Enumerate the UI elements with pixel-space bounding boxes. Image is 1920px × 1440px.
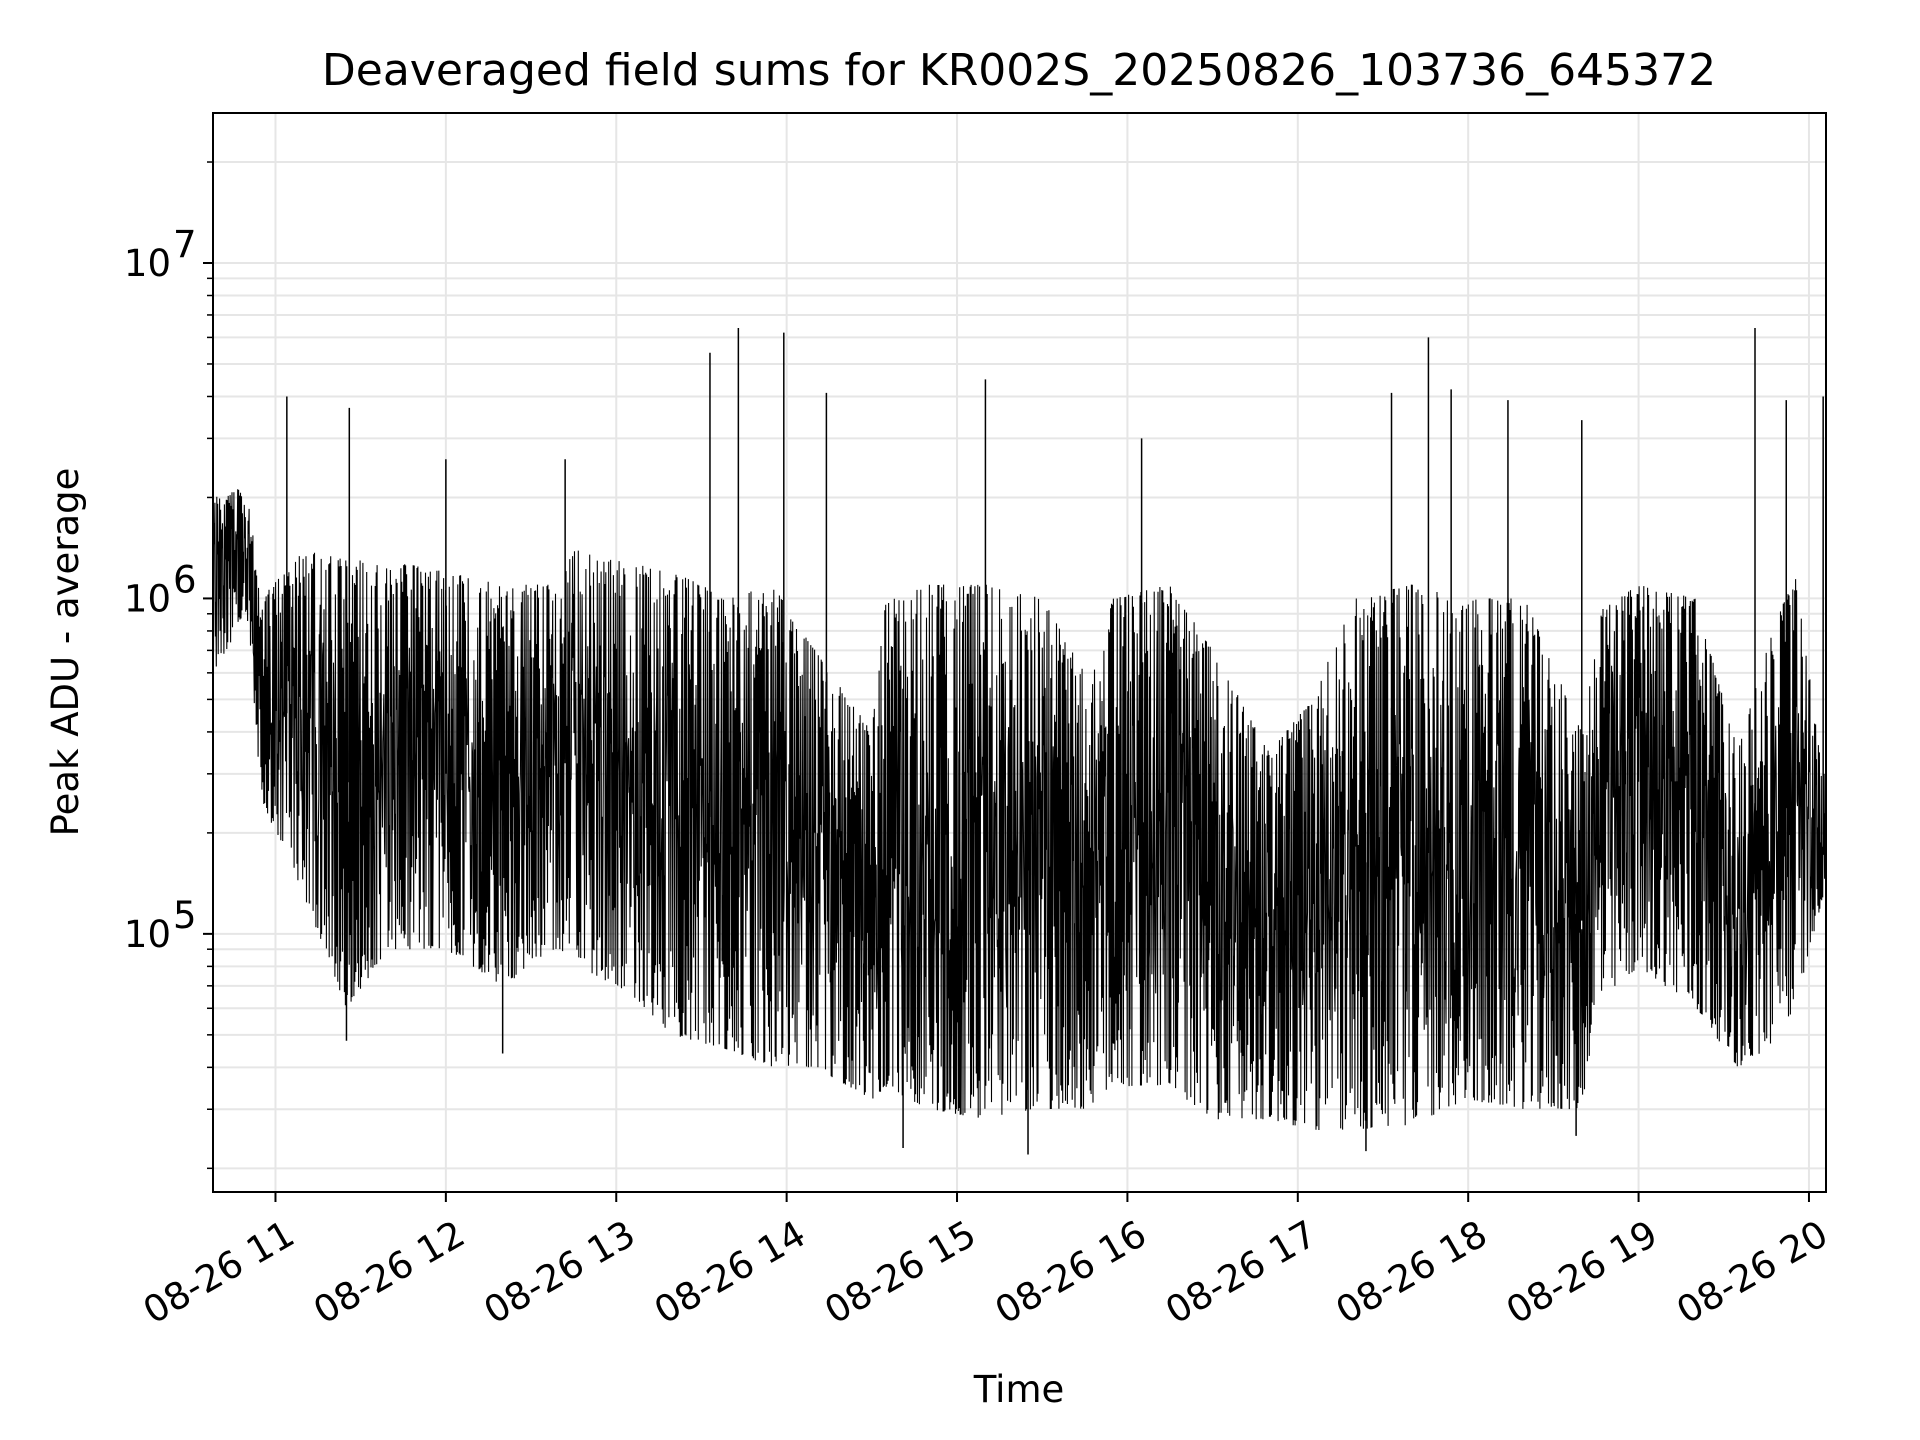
y-axis-label: Peak ADU - average [44,468,87,837]
y-tick-label-exponent: 7 [173,223,197,266]
y-tick-label: 10 [124,577,171,620]
y-tick-label-exponent: 5 [173,894,197,937]
data-series [212,162,1827,1155]
y-tick-label: 10 [124,913,171,956]
x-axis-label: Time [973,1368,1065,1411]
y-tick-label-exponent: 6 [173,558,197,601]
series-line [212,489,1827,1131]
y-tick-label: 10 [124,242,171,285]
plot-frame [212,112,1827,1193]
grid [213,113,1826,1192]
chart-title: Deaveraged field sums for KR002S_2025082… [322,45,1716,96]
